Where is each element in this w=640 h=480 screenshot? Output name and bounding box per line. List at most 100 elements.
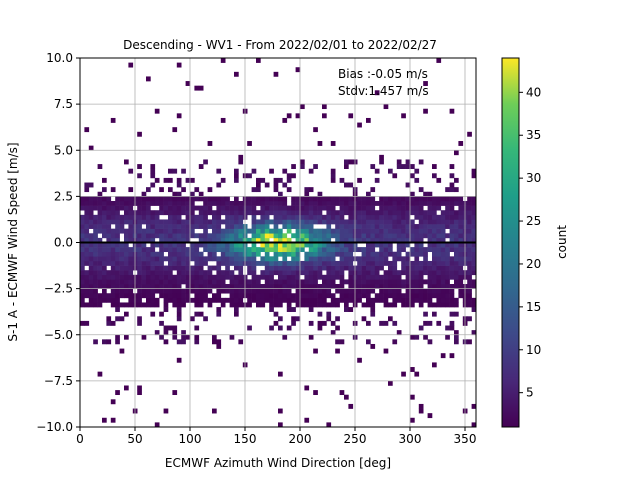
heatmap-cell [203,297,208,303]
heatmap-cell [436,177,442,183]
heatmap-cell [295,237,301,243]
heatmap-cell [220,251,226,257]
heatmap-cell [348,260,354,266]
heatmap-cell [418,270,424,276]
heatmap-cell [313,228,318,234]
heatmap-cell [440,260,446,266]
heatmap-cell [440,224,446,229]
heatmap-cell [418,274,424,280]
heatmap-cell [159,228,164,234]
heatmap-cell [471,200,477,206]
heatmap-cell [308,247,314,253]
heatmap-cell [88,270,94,276]
heatmap-cell [185,81,191,86]
heatmap-cell [449,187,455,193]
heatmap-cell [423,320,428,326]
heatmap-cell [234,196,239,202]
heatmap-cell [471,242,477,248]
heatmap-cell [238,270,244,276]
heatmap-cell [84,320,90,326]
heatmap-cell [418,228,424,234]
heatmap-cell [119,205,125,211]
heatmap-cell [203,196,208,202]
heatmap-cell [308,228,314,234]
heatmap-cell [256,288,261,294]
heatmap-cell [190,247,195,253]
heatmap-cell [414,237,420,243]
heatmap-cell [449,311,455,317]
heatmap-cell [308,168,314,174]
heatmap-cell [383,274,389,280]
heatmap-cell [440,353,446,359]
heatmap-cell [374,168,380,174]
heatmap-cell [106,233,112,239]
heatmap-cell [251,293,257,299]
heatmap-cell [88,219,94,225]
heatmap-cell [286,177,292,183]
heatmap-cell [286,288,292,294]
heatmap-cell [207,242,213,248]
heatmap-cell [392,200,398,206]
heatmap-cell [176,297,182,303]
heatmap-cell [291,256,296,262]
heatmap-cell [88,288,94,294]
heatmap-cell [379,260,384,266]
heatmap-cell [229,260,235,266]
heatmap-cell [159,334,164,340]
heatmap-cell [454,334,459,340]
heatmap-cell [418,260,424,266]
heatmap-cell [225,210,230,216]
heatmap-cell [207,270,213,276]
heatmap-cell [172,293,178,299]
heatmap-cell [234,233,239,239]
heatmap-cell [357,200,362,206]
heatmap-cell [383,196,389,202]
heatmap-cell [436,224,442,229]
heatmap-cell [374,279,380,285]
heatmap-cell [348,288,354,294]
heatmap-cell [110,297,116,303]
heatmap-cell [467,288,472,294]
heatmap-cell [335,242,340,248]
heatmap-cell [304,224,310,229]
heatmap-cell [247,210,252,216]
heatmap-cell [286,251,292,257]
heatmap-cell [251,200,257,206]
heatmap-cell [115,256,120,262]
heatmap-cell [97,237,103,243]
heatmap-cell [102,339,107,345]
heatmap-cell [471,302,477,308]
heatmap-cell [286,270,292,276]
heatmap-cell [190,200,195,206]
heatmap-cell [115,210,120,216]
heatmap-cell [163,284,169,289]
heatmap-cell [326,237,332,243]
heatmap-cell [278,251,283,257]
heatmap-cell [330,242,336,248]
heatmap-cell [88,265,94,271]
heatmap-cell [110,219,116,225]
heatmap-cell [159,219,164,225]
heatmap-cell [458,247,464,253]
heatmap-cell [176,260,182,266]
heatmap-cell [330,256,336,262]
heatmap-cell [163,297,169,303]
heatmap-cell [370,200,376,206]
heatmap-cell [304,242,310,248]
heatmap-cell [216,214,222,220]
heatmap-cell [308,320,314,326]
heatmap-cell [366,228,371,234]
heatmap-cell [181,330,186,336]
heatmap-cell [198,284,204,289]
heatmap-cell [396,228,402,234]
heatmap-cell [440,297,446,303]
heatmap-cell [432,200,437,206]
heatmap-cell [150,242,156,248]
heatmap-cell [159,224,164,229]
heatmap-cell [278,274,283,280]
heatmap-cell [445,196,450,202]
heatmap-cell [392,293,398,299]
heatmap-cell [163,274,169,280]
heatmap-cell [212,265,217,271]
